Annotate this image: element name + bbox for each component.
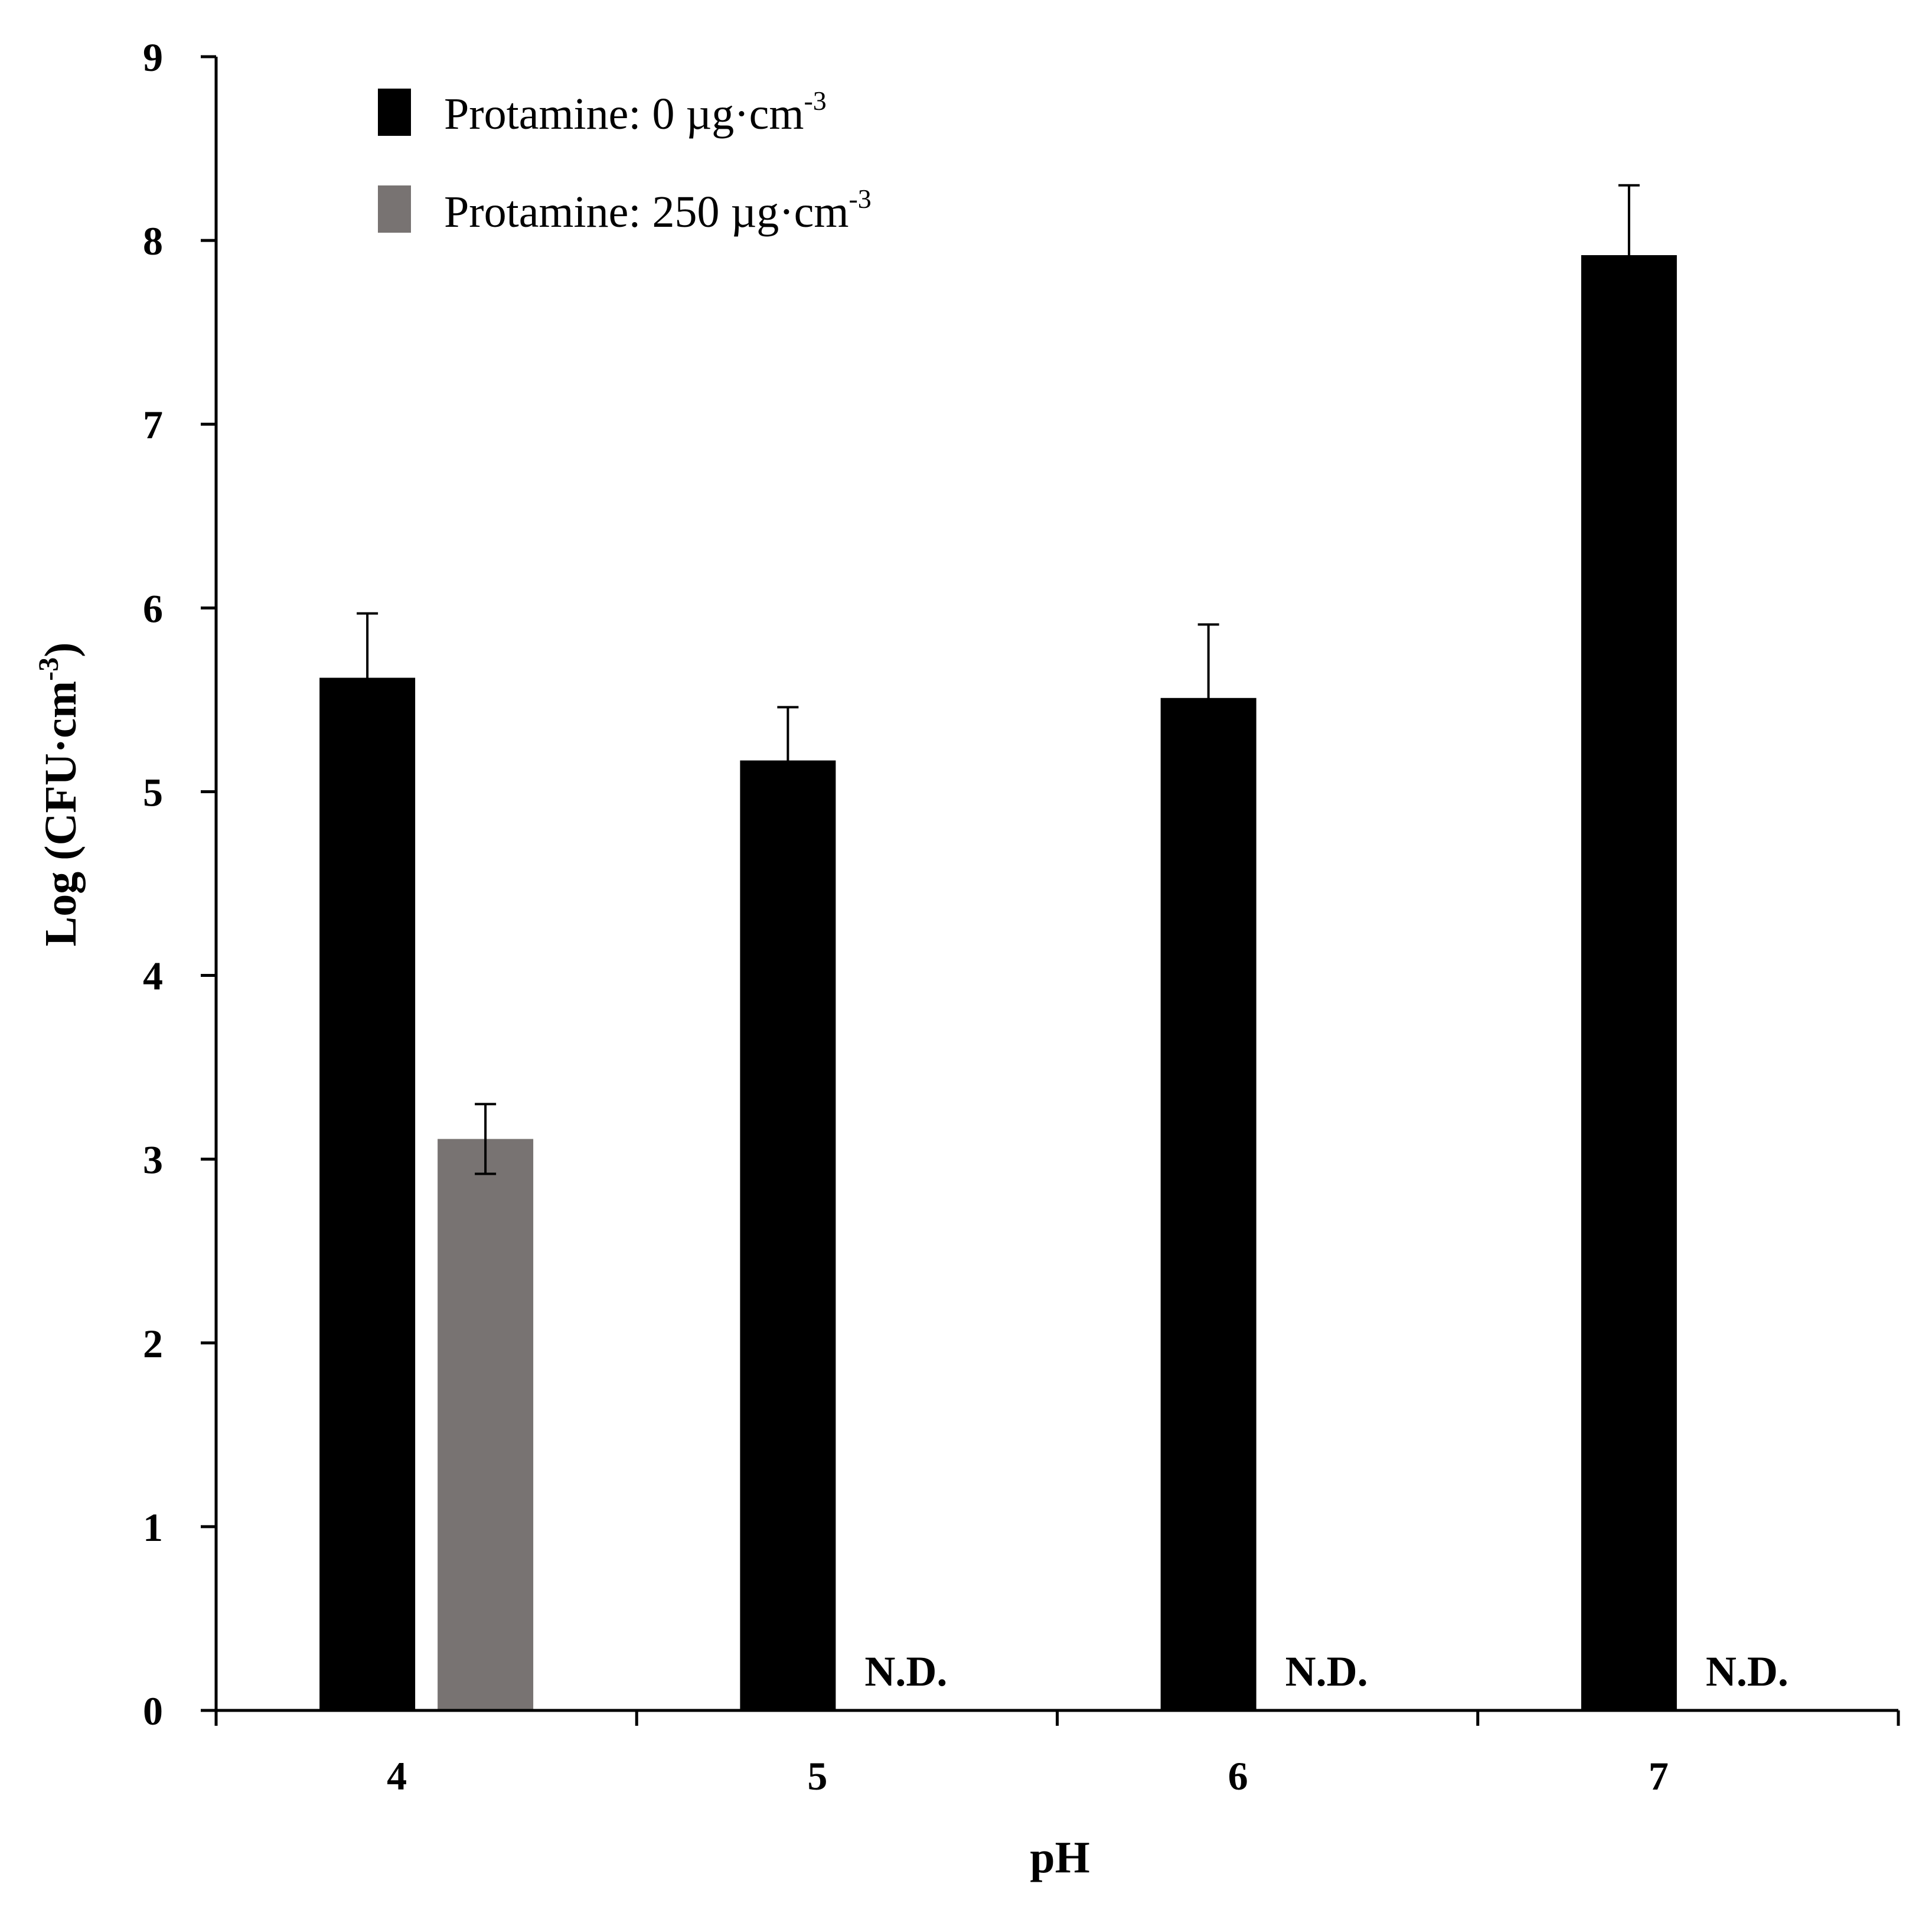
nd-label-cat7: N.D.: [1706, 1648, 1789, 1695]
nd-label-cat5: N.D.: [864, 1648, 947, 1695]
y-tick-label-6: 6: [143, 586, 163, 631]
y-tick-label-9: 9: [143, 35, 163, 80]
legend-label-protamine-250: Protamine: 250 µg·cm-3: [444, 184, 872, 237]
y-tick-label-7: 7: [143, 402, 163, 447]
bar-series0-cat6: [1160, 698, 1257, 1710]
x-tick-label-5: 5: [807, 1754, 827, 1798]
y-tick-label-1: 1: [143, 1505, 163, 1550]
nd-label-cat6: N.D.: [1285, 1648, 1368, 1695]
x-tick-label-6: 6: [1228, 1754, 1248, 1798]
y-axis-title: Log (CFU·cm-3): [33, 643, 86, 947]
y-tick-label-2: 2: [143, 1321, 163, 1366]
bar-series1-cat4: [438, 1139, 534, 1710]
bar-series0-cat5: [740, 760, 836, 1710]
legend-swatch-protamine-250: [378, 185, 411, 233]
bar-series0-cat4: [319, 677, 416, 1710]
x-tick-label-7: 7: [1649, 1754, 1669, 1798]
legend-swatch-protamine-0: [378, 89, 411, 136]
legend: Protamine: 0 µg·cm-3 Protamine: 250 µg·c…: [378, 86, 872, 237]
x-tick-label-4: 4: [387, 1754, 407, 1798]
axes: 0 1 2 3 4 5 6 7 8 9 4 5 6 7: [143, 35, 1900, 1798]
y-tick-label-0: 0: [143, 1689, 163, 1733]
y-tick-label-3: 3: [143, 1138, 163, 1182]
y-tick-label-8: 8: [143, 219, 163, 263]
y-tick-label-5: 5: [143, 770, 163, 814]
y-tick-label-4: 4: [143, 954, 163, 999]
bar-series0-cat7: [1581, 255, 1677, 1710]
x-axis-title: pH: [1030, 1833, 1089, 1882]
legend-label-protamine-0: Protamine: 0 µg·cm-3: [444, 86, 827, 139]
plot-area: N.D. N.D. N.D.: [319, 184, 1789, 1710]
